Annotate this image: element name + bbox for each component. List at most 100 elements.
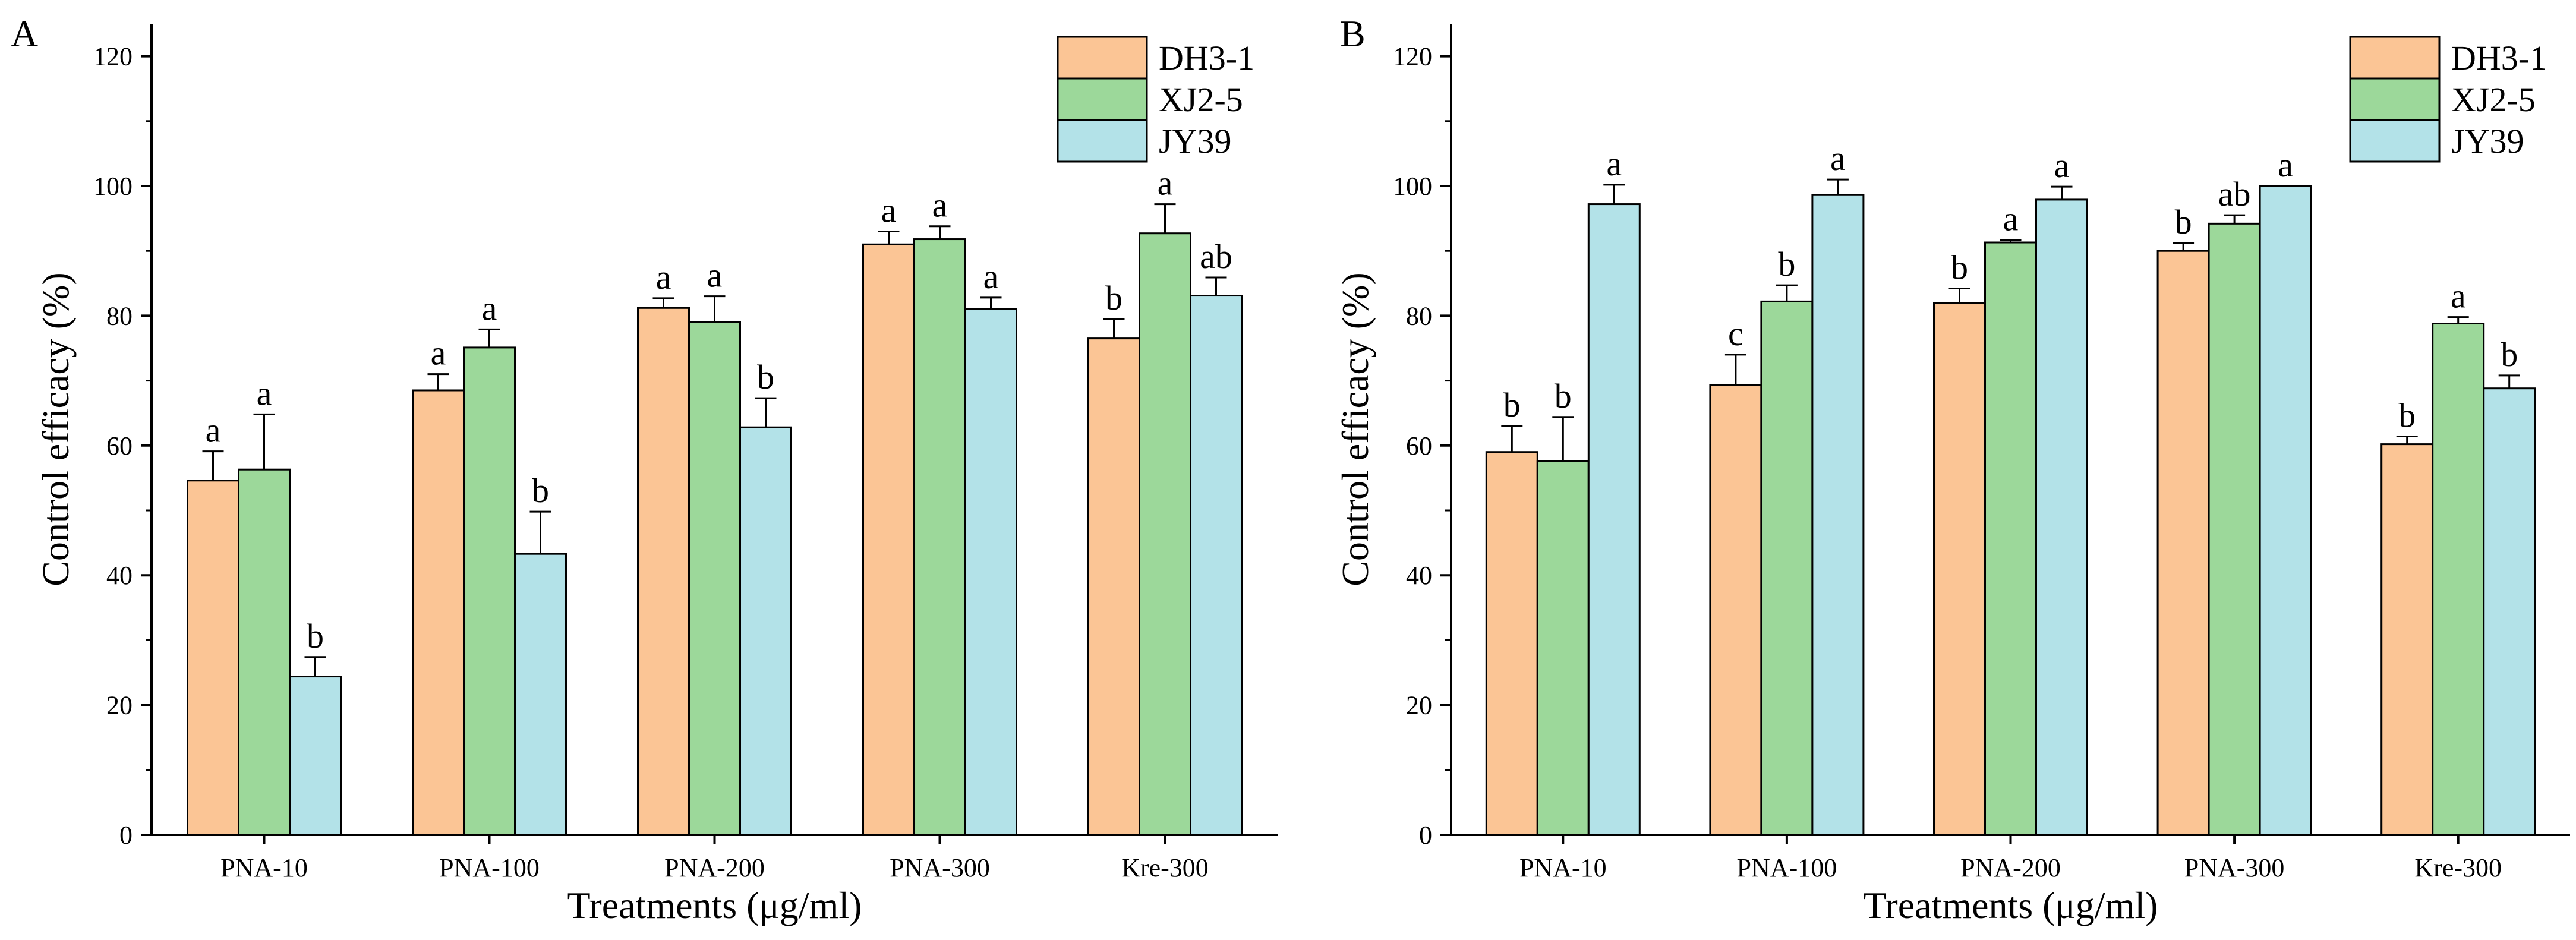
- legend-label: XJ2-5: [1159, 80, 1243, 119]
- significance-label: a: [2003, 200, 2019, 238]
- legend-swatch-dh3-1: [1057, 36, 1148, 80]
- significance-label: a: [1606, 144, 1622, 183]
- y-axis-title: Control efficacy (%): [34, 272, 77, 586]
- bar-xj2-5: [1984, 241, 2037, 836]
- bar-jy39: [1587, 203, 1641, 836]
- bar-dh3-1: [1485, 451, 1538, 836]
- bar-dh3-1: [2156, 250, 2210, 836]
- significance-label: a: [707, 256, 723, 295]
- panel-label: A: [11, 12, 38, 55]
- bar-jy39: [1190, 295, 1243, 836]
- significance-label: c: [1728, 314, 1743, 353]
- y-tick-label: 80: [106, 301, 133, 330]
- y-tick-label: 20: [1406, 691, 1432, 720]
- bar-jy39: [2483, 387, 2536, 836]
- bar-xj2-5: [238, 468, 291, 836]
- significance-label: b: [2398, 396, 2416, 435]
- bar-xj2-5: [2208, 222, 2261, 836]
- bar-jy39: [739, 426, 792, 836]
- legend-label: JY39: [1159, 122, 1231, 160]
- significance-label: b: [1503, 386, 1521, 424]
- bar-xj2-5: [1536, 460, 1590, 836]
- bar-dh3-1: [2380, 443, 2434, 836]
- x-tick-label: PNA-200: [1960, 853, 2061, 882]
- legend-label: DH3-1: [2451, 39, 2547, 77]
- significance-label: a: [932, 186, 948, 225]
- y-tick-label: 60: [106, 431, 133, 460]
- x-tick-label: Kre-300: [2414, 853, 2502, 882]
- bar-jy39: [514, 553, 567, 836]
- significance-label: a: [2451, 277, 2466, 316]
- y-axis-title: Control efficacy (%): [1334, 272, 1376, 586]
- y-tick-label: 0: [119, 821, 133, 850]
- bar-xj2-5: [913, 238, 966, 836]
- x-tick-label: PNA-10: [220, 853, 308, 882]
- significance-label: a: [983, 257, 999, 296]
- y-tick-label: 80: [1406, 301, 1432, 330]
- y-tick-label: 100: [93, 172, 133, 201]
- chart-panel-a: A 0 20 40 60 80 100 120 Control efficacy (%) Trea…: [11, 12, 1278, 926]
- legend-swatch-jy39: [1057, 119, 1148, 163]
- bar-dh3-1: [1709, 384, 1762, 836]
- y-tick-label: 100: [1393, 172, 1432, 201]
- chart-panel-b: B 0 20 40 60 80 100 120 Control efficacy (%) Trea…: [1334, 12, 2570, 926]
- bar-jy39: [2259, 185, 2312, 836]
- legend-label: XJ2-5: [2451, 80, 2536, 119]
- y-tick-label: 120: [1393, 42, 1432, 71]
- bar-jy39: [1811, 194, 1865, 836]
- significance-label: b: [1105, 279, 1123, 317]
- significance-label: a: [206, 411, 221, 450]
- bar-dh3-1: [187, 480, 239, 836]
- significance-label: ab: [1200, 237, 1232, 276]
- legend-swatch-dh3-1: [2349, 36, 2441, 80]
- bar-dh3-1: [862, 243, 915, 836]
- significance-label: b: [1778, 245, 1795, 283]
- bar-xj2-5: [1139, 232, 1191, 836]
- y-tick-label: 40: [106, 561, 133, 590]
- bar-dh3-1: [412, 389, 465, 836]
- significance-label: b: [1951, 248, 1968, 287]
- y-tick-label: 0: [1419, 821, 1432, 850]
- legend-swatch-xj2-5: [1057, 77, 1148, 121]
- significance-label: b: [757, 358, 774, 396]
- significance-label: a: [656, 258, 671, 296]
- legend-swatch-jy39: [2349, 119, 2441, 163]
- x-tick-label: PNA-100: [439, 853, 540, 882]
- panel-label: B: [1340, 12, 1366, 55]
- x-axis-title: Treatments (μg/ml): [1864, 884, 2158, 926]
- x-tick-label: PNA-300: [2184, 853, 2285, 882]
- bar-xj2-5: [463, 346, 516, 836]
- x-tick-label: Kre-300: [1121, 853, 1209, 882]
- significance-label: b: [2175, 203, 2192, 241]
- significance-label: b: [2501, 335, 2518, 374]
- bar-jy39: [2035, 198, 2088, 836]
- legend-label: JY39: [2451, 122, 2524, 160]
- significance-label: b: [1555, 377, 1572, 415]
- y-tick-label: 40: [1406, 561, 1432, 590]
- x-tick-label: PNA-200: [664, 853, 765, 882]
- bar-dh3-1: [637, 307, 690, 836]
- significance-label: ab: [2218, 175, 2251, 213]
- y-tick-label: 60: [1406, 431, 1432, 460]
- y-tick-label: 120: [93, 42, 133, 71]
- x-axis-title: Treatments (μg/ml): [567, 884, 862, 926]
- significance-label: b: [307, 617, 324, 655]
- bar-dh3-1: [1933, 302, 1986, 836]
- x-tick-label: PNA-100: [1737, 853, 1837, 882]
- bar-xj2-5: [1760, 300, 1814, 836]
- significance-label: a: [257, 374, 272, 412]
- bar-dh3-1: [1087, 337, 1140, 836]
- significance-label: a: [431, 334, 446, 373]
- y-tick-label: 20: [106, 691, 133, 720]
- significance-label: a: [1830, 139, 1846, 178]
- significance-label: a: [881, 191, 897, 229]
- bar-jy39: [289, 676, 342, 836]
- x-tick-label: PNA-10: [1519, 853, 1607, 882]
- significance-label: a: [1158, 164, 1173, 203]
- bar-jy39: [964, 308, 1017, 836]
- legend-swatch-xj2-5: [2349, 77, 2441, 121]
- significance-label: a: [2054, 146, 2070, 185]
